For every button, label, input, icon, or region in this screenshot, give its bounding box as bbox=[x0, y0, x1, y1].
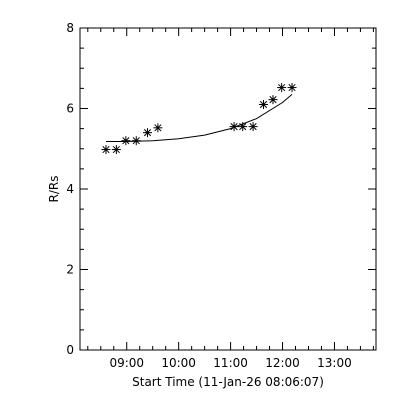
y-tick-label: 8 bbox=[66, 21, 74, 35]
y-tick-label: 6 bbox=[66, 102, 74, 116]
x-tick-label: 13:00 bbox=[317, 356, 352, 370]
data-point bbox=[153, 123, 163, 133]
y-tick-label: 0 bbox=[66, 343, 74, 357]
axis-ticks-layer: 09:00 10:00 11:00 12:00 13:00 0 2 4 6 8 bbox=[66, 21, 376, 370]
data-point bbox=[277, 83, 287, 93]
data-points-layer bbox=[101, 83, 297, 155]
data-point bbox=[121, 136, 131, 146]
y-tick-label: 2 bbox=[66, 263, 74, 277]
data-point bbox=[238, 122, 248, 132]
y-tick-label: 4 bbox=[66, 182, 74, 196]
x-axis-title: Start Time (11-Jan-26 08:06:07) bbox=[132, 375, 324, 389]
data-point bbox=[143, 128, 153, 138]
y-axis-title: R/Rs bbox=[47, 176, 61, 203]
data-point bbox=[287, 83, 297, 93]
x-tick-label: 10:00 bbox=[161, 356, 196, 370]
data-point bbox=[131, 136, 141, 146]
plot-frame bbox=[79, 27, 377, 351]
x-tick-label: 12:00 bbox=[265, 356, 300, 370]
data-point bbox=[258, 99, 268, 109]
data-point bbox=[248, 122, 258, 132]
data-point bbox=[268, 95, 278, 105]
data-point bbox=[229, 122, 239, 132]
x-tick-label: 09:00 bbox=[109, 356, 144, 370]
x-tick-label: 11:00 bbox=[213, 356, 248, 370]
data-point bbox=[101, 145, 111, 155]
data-point bbox=[111, 145, 121, 155]
